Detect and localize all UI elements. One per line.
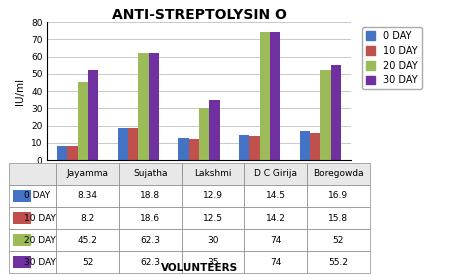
Bar	[67, 146, 78, 160]
Bar	[178, 138, 189, 160]
Text: 0 DAY: 0 DAY	[24, 192, 50, 200]
Bar	[9, 251, 56, 273]
Bar	[88, 70, 99, 160]
Bar	[239, 135, 249, 160]
Bar	[9, 185, 56, 207]
Bar	[210, 100, 220, 160]
Bar	[78, 82, 88, 160]
Bar	[249, 136, 260, 160]
Bar	[9, 207, 56, 229]
Bar	[300, 131, 310, 160]
Bar	[13, 234, 31, 246]
Bar	[9, 163, 56, 185]
Bar	[9, 229, 56, 251]
Bar	[13, 256, 31, 268]
Bar	[128, 128, 138, 160]
Bar	[138, 53, 149, 160]
Bar	[149, 53, 159, 160]
Bar	[270, 33, 281, 160]
Text: 30 DAY: 30 DAY	[24, 258, 56, 267]
Y-axis label: IU/ml: IU/ml	[16, 78, 26, 105]
Bar	[13, 190, 31, 202]
Bar	[331, 65, 341, 160]
Bar	[310, 133, 320, 160]
Bar	[320, 70, 331, 160]
Bar	[199, 108, 210, 160]
Bar	[57, 146, 67, 160]
Bar	[13, 212, 31, 224]
Bar	[189, 139, 199, 160]
Text: ANTI-STREPTOLYSIN O: ANTI-STREPTOLYSIN O	[112, 8, 286, 22]
Text: 20 DAY: 20 DAY	[24, 236, 55, 245]
Text: VOLUNTEERS: VOLUNTEERS	[161, 263, 237, 273]
Bar	[118, 128, 128, 160]
Legend: 0 DAY, 10 DAY, 20 DAY, 30 DAY: 0 DAY, 10 DAY, 20 DAY, 30 DAY	[362, 27, 422, 89]
Text: 10 DAY: 10 DAY	[24, 214, 56, 222]
Bar	[260, 33, 270, 160]
